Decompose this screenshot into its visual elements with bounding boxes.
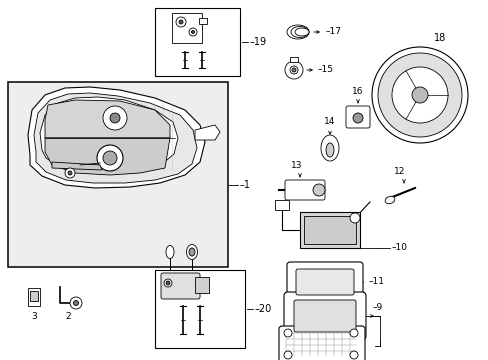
Circle shape (284, 351, 291, 359)
FancyBboxPatch shape (285, 180, 325, 200)
Circle shape (103, 106, 127, 130)
Polygon shape (45, 100, 170, 138)
Polygon shape (195, 125, 220, 140)
Circle shape (68, 171, 72, 175)
Circle shape (165, 281, 170, 285)
Circle shape (291, 68, 295, 72)
Circle shape (411, 87, 427, 103)
Circle shape (70, 297, 82, 309)
Circle shape (163, 279, 172, 287)
Text: –4: –4 (115, 161, 125, 170)
Text: 16: 16 (351, 87, 363, 96)
FancyBboxPatch shape (286, 262, 362, 302)
Circle shape (176, 17, 185, 27)
Ellipse shape (186, 244, 197, 260)
FancyBboxPatch shape (293, 300, 355, 332)
Circle shape (352, 113, 362, 123)
Circle shape (191, 31, 194, 33)
FancyBboxPatch shape (172, 13, 202, 43)
Circle shape (110, 113, 120, 123)
Text: –11: –11 (368, 278, 384, 287)
Text: 14: 14 (324, 117, 335, 126)
Circle shape (97, 145, 123, 171)
Circle shape (285, 61, 303, 79)
Polygon shape (28, 87, 204, 188)
Text: 7: 7 (185, 278, 190, 287)
Bar (304, 216, 355, 244)
FancyBboxPatch shape (195, 277, 208, 293)
Circle shape (349, 329, 357, 337)
Polygon shape (45, 138, 170, 175)
Circle shape (189, 28, 197, 36)
Polygon shape (52, 162, 102, 170)
Polygon shape (34, 93, 197, 183)
Circle shape (312, 184, 325, 196)
FancyBboxPatch shape (279, 326, 364, 360)
Bar (30, 291, 38, 301)
Bar (274, 200, 288, 210)
Ellipse shape (325, 143, 333, 157)
Ellipse shape (294, 28, 308, 36)
Bar (155, 270, 244, 348)
Circle shape (377, 53, 461, 137)
Text: 13: 13 (291, 161, 302, 170)
Circle shape (371, 47, 467, 143)
Ellipse shape (385, 196, 394, 204)
Circle shape (289, 66, 297, 74)
Circle shape (349, 213, 359, 223)
Text: –20: –20 (254, 304, 272, 314)
Text: 12: 12 (393, 167, 405, 176)
Text: –5: –5 (110, 171, 120, 180)
Circle shape (349, 351, 357, 359)
Text: 6: 6 (162, 278, 167, 287)
Text: –8: –8 (343, 342, 353, 351)
FancyBboxPatch shape (346, 106, 369, 128)
FancyBboxPatch shape (161, 273, 200, 299)
Bar (8, 82, 227, 267)
Ellipse shape (165, 246, 174, 258)
Ellipse shape (290, 27, 308, 37)
Ellipse shape (286, 25, 308, 39)
Polygon shape (40, 97, 178, 173)
Circle shape (73, 301, 79, 306)
Bar (289, 57, 297, 62)
Text: –15: –15 (317, 66, 333, 75)
Ellipse shape (189, 248, 195, 256)
Text: –9: –9 (372, 303, 383, 312)
Bar (199, 18, 206, 24)
Circle shape (284, 329, 291, 337)
Circle shape (391, 67, 447, 123)
Text: –1: –1 (240, 180, 250, 190)
Text: –10: –10 (391, 243, 407, 252)
Text: –17: –17 (325, 27, 341, 36)
Text: 18: 18 (433, 33, 445, 43)
Text: 3: 3 (31, 312, 37, 321)
Bar (28, 288, 40, 306)
FancyBboxPatch shape (295, 269, 353, 295)
Text: 2: 2 (65, 312, 71, 321)
Text: –19: –19 (249, 37, 266, 47)
Ellipse shape (320, 135, 338, 161)
Circle shape (65, 168, 75, 178)
FancyBboxPatch shape (284, 292, 365, 340)
Circle shape (103, 151, 117, 165)
Bar (155, 8, 240, 76)
Bar (299, 212, 359, 248)
Circle shape (179, 20, 183, 24)
